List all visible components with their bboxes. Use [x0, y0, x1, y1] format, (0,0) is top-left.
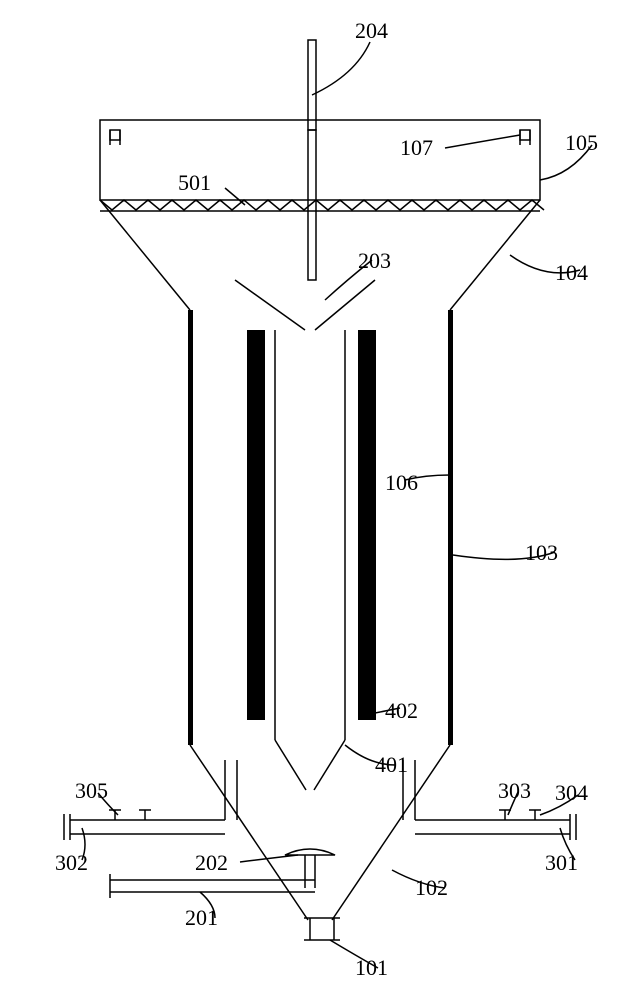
label-106: 106	[385, 470, 418, 495]
label-401: 401	[375, 752, 408, 777]
label-204: 204	[355, 18, 388, 43]
label-301: 301	[545, 850, 578, 875]
label-501: 501	[178, 170, 211, 195]
label-203: 203	[358, 248, 391, 273]
label-304: 304	[555, 780, 588, 805]
label-201: 201	[185, 905, 218, 930]
label-107: 107	[400, 135, 433, 160]
label-101: 101	[355, 955, 388, 980]
label-102: 102	[415, 875, 448, 900]
label-402: 402	[385, 698, 418, 723]
label-302: 302	[55, 850, 88, 875]
label-105: 105	[565, 130, 598, 155]
label-305: 305	[75, 778, 108, 803]
label-103: 103	[525, 540, 558, 565]
label-104: 104	[555, 260, 588, 285]
label-202: 202	[195, 850, 228, 875]
label-303: 303	[498, 778, 531, 803]
